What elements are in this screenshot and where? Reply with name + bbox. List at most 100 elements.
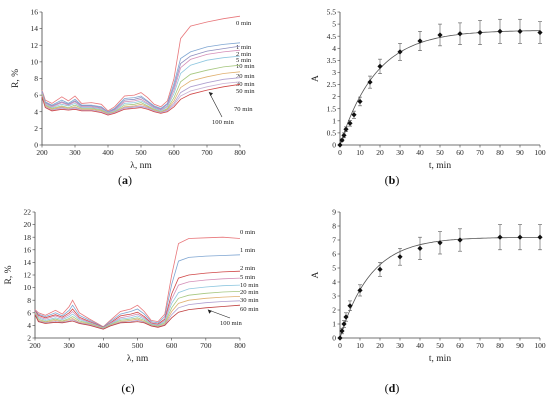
data-point: [339, 137, 345, 143]
y-tick-label: 18: [24, 233, 32, 242]
x-tick-label: 90: [516, 148, 524, 157]
x-tick-label: 400: [102, 148, 114, 157]
y-tick-label: 22: [24, 208, 32, 217]
series-line: [34, 304, 241, 330]
data-point: [437, 240, 443, 246]
y-tick-label: 3.5: [327, 56, 337, 65]
data-point: [497, 28, 503, 34]
y-tick-label: 7: [332, 236, 336, 245]
x-axis-label: λ, nm: [127, 354, 149, 364]
y-tick-label: 4: [332, 278, 336, 287]
data-point: [417, 245, 423, 251]
data-point: [457, 31, 463, 37]
caption-a: (a): [118, 173, 132, 187]
series-label: 2 min: [236, 51, 252, 58]
series-line: [41, 45, 241, 113]
panel-a: 0 2 4 6 8 10 12 14 16 200 300 400 500 600 700 800 λ, nm R…: [11, 8, 255, 171]
series-line: [41, 77, 241, 115]
x-axis-label: t, min: [429, 354, 451, 364]
label-arrowhead: [207, 309, 212, 314]
data-point: [437, 32, 443, 38]
series-line: [34, 277, 241, 329]
series-label: 20 min: [236, 73, 255, 80]
x-tick-label: 100: [534, 148, 546, 157]
y-tick-label: 16: [24, 245, 32, 254]
series-line: [34, 300, 241, 330]
x-tick-label: 40: [416, 148, 424, 157]
label-arrowhead: [209, 92, 213, 97]
y-tick-label: 14: [24, 258, 32, 267]
x-tick-label: 20: [376, 148, 384, 157]
y-tick-label: 2.5: [327, 80, 337, 89]
x-tick-label: 600: [166, 341, 178, 350]
x-tick-label: 30: [396, 341, 404, 350]
y-axis-label: A: [311, 271, 321, 278]
series-label: 70 min: [234, 106, 253, 113]
series-line: [41, 55, 241, 114]
y-axis-label: R, %: [11, 69, 21, 88]
y-tick-label: 2: [34, 124, 38, 133]
y-tick-label: 4: [332, 44, 336, 53]
series-label: 2 min: [240, 265, 256, 272]
data-point: [517, 28, 523, 34]
y-tick-label: 1: [332, 116, 336, 125]
data-point: [343, 126, 349, 132]
x-tick-label: 70: [476, 148, 484, 157]
series-line: [41, 64, 241, 114]
series-line: [41, 42, 241, 113]
series-line: [34, 291, 241, 329]
x-tick-label: 700: [200, 341, 212, 350]
y-tick-label: 5.5: [327, 8, 337, 17]
y-tick-label: 1: [332, 320, 336, 329]
series-line: [34, 296, 241, 330]
y-tick-label: 4: [34, 107, 38, 116]
data-point: [537, 29, 543, 36]
x-tick-label: 60: [456, 148, 464, 157]
series-line: [41, 71, 241, 115]
x-tick-label: 200: [29, 341, 41, 350]
x-tick-label: 80: [496, 148, 504, 157]
data-point: [339, 328, 345, 334]
y-tick-label: 10: [31, 57, 39, 66]
data-point: [377, 63, 383, 70]
series-label: 100 min: [220, 320, 242, 327]
series-label: 30 min: [236, 81, 255, 88]
y-tick-label: 2: [27, 334, 31, 343]
series-line: [34, 254, 241, 328]
data-point: [377, 266, 383, 272]
data-point: [341, 321, 347, 327]
data-point: [397, 254, 403, 260]
x-tick-label: 300: [69, 148, 81, 157]
series-label: 50 min: [236, 88, 255, 95]
x-tick-label: 10: [356, 148, 364, 157]
x-tick-label: 90: [516, 341, 524, 350]
panel-c: 2 4 6 8 10 12 14 16 18 20 22 200 300 400 500 600 700 800 λ…: [4, 208, 259, 364]
y-tick-label: 10: [24, 283, 32, 292]
series-line: [41, 49, 241, 114]
data-point: [517, 234, 523, 240]
y-tick-label: 8: [34, 74, 38, 83]
data-point: [537, 234, 543, 240]
y-tick-label: 20: [24, 220, 32, 229]
y-tick-label: 0: [332, 141, 336, 150]
x-tick-label: 400: [98, 341, 110, 350]
x-tick-label: 10: [356, 341, 364, 350]
x-tick-label: 500: [132, 341, 144, 350]
x-tick-label: 100: [534, 341, 546, 350]
data-point: [357, 287, 363, 293]
data-point: [397, 49, 403, 55]
caption-d: (d): [385, 381, 400, 395]
data-point: [367, 79, 373, 85]
x-tick-label: 50: [436, 341, 444, 350]
y-tick-label: 9: [332, 208, 336, 217]
x-tick-label: 800: [234, 341, 246, 350]
panel-b: 0 0.5 1 1.5 2 2.5 3 3.5 4 4.5 5 5.5 0 10 20 30 40 50 60 70 8…: [311, 8, 546, 171]
x-tick-label: 80: [496, 341, 504, 350]
series-line: [41, 83, 241, 116]
data-point: [347, 120, 353, 126]
y-tick-label: 14: [31, 24, 39, 33]
series-line: [34, 270, 241, 328]
data-point: [337, 335, 343, 341]
